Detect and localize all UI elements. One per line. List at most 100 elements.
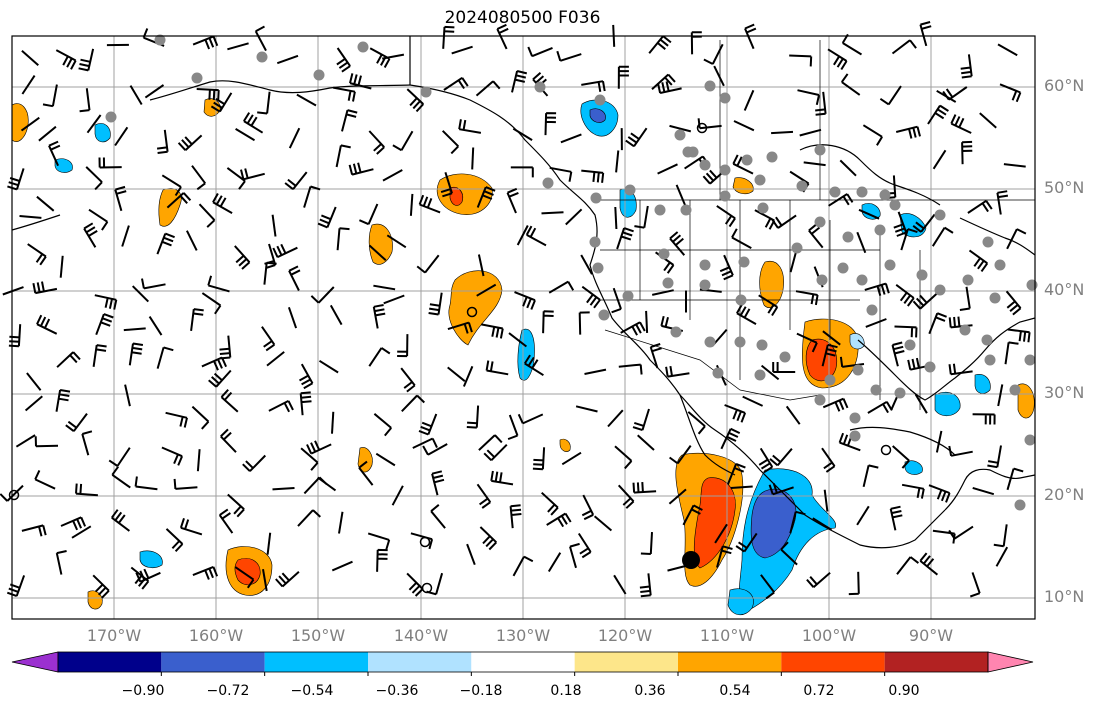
graticule [12,36,1035,619]
contour-patch [849,333,865,350]
wind-barb [144,84,165,99]
wind-barb [207,275,230,293]
colorbar-tick: −0.36 [375,683,419,699]
wind-barb [275,571,300,588]
wind-barb [731,228,752,249]
wind-barb [75,483,98,497]
wind-barb [892,445,910,469]
colorbar-segment [884,652,988,672]
wind-barbs [0,21,1031,600]
wind-barb [242,454,267,472]
wind-barb [212,193,233,214]
contour-patch [904,460,923,475]
wind-barb [496,23,509,50]
wind-barb [615,150,620,173]
station-dot [734,336,746,348]
wind-barb [373,284,396,291]
wind-barb [430,504,446,529]
wind-barb [640,532,653,555]
wind-barb [483,443,508,462]
station-dot [658,248,670,260]
contour-patch [87,590,103,610]
wind-barb [141,278,166,290]
wind-barb [714,523,728,544]
contour-patch [934,391,961,417]
wind-barb [894,325,918,338]
station-dot [814,394,826,406]
station-dot [779,351,791,363]
coastline [959,217,1036,256]
wind-barb [114,126,129,147]
wind-barb [418,194,441,214]
station-dot [982,236,994,248]
wind-barb [895,284,915,307]
lat-label-30: 30°N [1044,383,1085,402]
wind-barb [703,43,724,65]
wind-barb [26,372,42,391]
wind-barb [821,447,836,473]
wind-barb [428,292,443,316]
wind-barb [771,214,797,229]
wind-barb [318,359,339,374]
wind-barb [359,203,379,226]
station-dot [959,324,971,336]
wind-barb [665,365,690,378]
wind-barb [760,574,775,600]
wind-barb [284,171,308,190]
colorbar-tick: −0.18 [459,683,503,699]
coastline [149,80,411,101]
wind-barb [789,54,813,67]
station-dot [598,309,610,321]
wind-barb [547,552,562,573]
station-dot [735,294,747,306]
wind-barb [441,130,460,155]
wind-barb [969,572,981,598]
wind-barb [510,166,534,178]
wind-barb [867,400,893,414]
wind-barb [613,574,627,595]
wind-barb [392,130,414,152]
coastline [944,468,1036,511]
station-dot [852,364,864,376]
wind-barb [317,206,337,229]
station-dot [680,204,692,216]
wind-barb [942,86,968,101]
wind-barb [512,555,534,577]
wind-barb [121,225,130,247]
wind-barb [462,365,474,387]
wind-barb [901,483,925,499]
wind-barb [409,193,414,216]
station-dot [814,144,826,156]
station-dot [542,177,554,189]
wind-barb [111,466,131,489]
wind-barb [38,125,57,142]
wind-barb [932,149,947,170]
wind-barb [331,411,335,434]
wind-barb [36,314,58,335]
wind-barb [0,484,24,502]
wind-barb [928,312,947,335]
wind-barb [219,335,232,360]
wind-barb [297,509,321,527]
wind-barb [772,362,796,373]
coastline [409,36,946,549]
wind-barb [796,332,818,353]
wind-barb [179,517,203,536]
wind-barb [893,211,908,237]
wind-barb [687,411,706,435]
wind-barb [1003,163,1026,168]
wind-barb [607,409,624,428]
colorbar-segment [574,652,678,672]
wind-barb [549,166,573,182]
colorbar-frame [57,651,989,673]
wind-barb [81,430,93,456]
wind-barb [634,205,649,229]
wind-barb [780,541,798,566]
wind-barb [227,493,245,518]
wind-barb [21,75,36,95]
wind-barb [995,546,1009,567]
wind-barb [288,127,301,149]
station-dot [757,202,769,214]
wind-barb [864,282,890,296]
wind-barb [338,511,344,534]
